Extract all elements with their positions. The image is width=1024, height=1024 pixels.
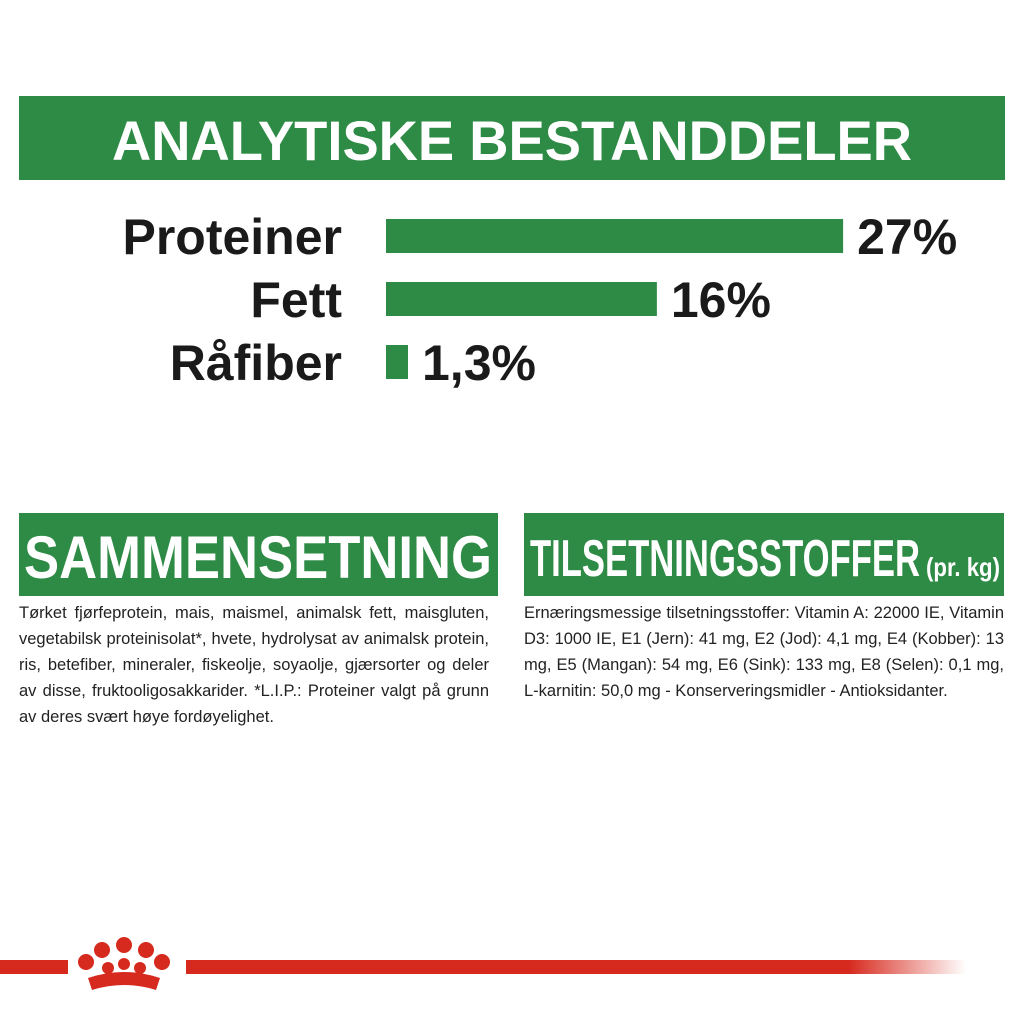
composition-text: Tørket fjørfeprotein, mais, maismel, ani… xyxy=(19,604,489,726)
additives-text: Ernæringsmessige tilsetningsstoffer: Vit… xyxy=(524,604,1004,700)
composition-band xyxy=(19,513,498,596)
header-band xyxy=(19,96,1005,180)
additives-title: TILSETNINGSSTOFFER xyxy=(530,530,920,588)
crown xyxy=(78,937,170,990)
value-label: 16% xyxy=(671,272,771,328)
bar xyxy=(386,219,844,253)
value-label: 27% xyxy=(857,209,957,265)
category-label: Fett xyxy=(250,272,342,328)
logo xyxy=(0,937,966,990)
additives-unit: (pr. kg) xyxy=(926,552,1000,582)
red-line xyxy=(0,960,68,974)
additives-band xyxy=(524,513,1004,596)
category-label: Proteiner xyxy=(122,209,342,265)
category-label: Råfiber xyxy=(170,335,342,391)
chart-title: ANALYTISKE BESTANDDELER xyxy=(112,109,912,172)
bar xyxy=(386,345,409,379)
value-label: 1,3% xyxy=(422,335,536,391)
bar xyxy=(386,282,657,316)
composition-title: SAMMENSETNING xyxy=(24,524,492,591)
red-line xyxy=(186,960,966,974)
